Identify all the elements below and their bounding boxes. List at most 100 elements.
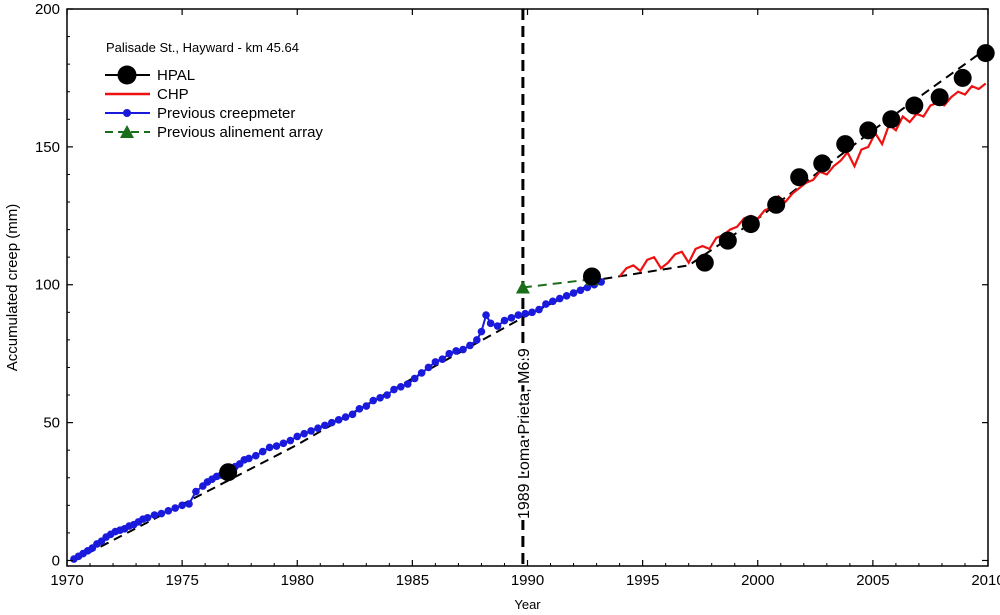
creepmeter-point [562,291,571,300]
x-axis-title: Year [514,597,541,612]
hpal-point [582,267,601,286]
creepmeter-point [300,429,308,438]
creepmeter-point [576,286,585,295]
creepmeter-point [424,363,433,372]
creepmeter-point [286,436,295,445]
legend-item-hpal: HPAL [105,65,195,85]
x-tick-label: 1990 [511,572,544,589]
hpal-point [219,463,238,482]
x-tick-label: 1970 [50,572,83,589]
creepmeter-point [438,355,447,363]
plot-area [70,9,995,566]
legend-label: CHP [157,86,189,103]
creepmeter-point [403,380,412,388]
legend-swatch-marker [120,125,134,138]
creepmeter-point [265,443,274,452]
creepmeter-point [279,439,288,448]
creepmeter-point [362,402,371,410]
creepmeter-point [150,511,159,519]
creepmeter-point [569,289,578,297]
creepmeter-point [321,421,329,430]
creepmeter-point [252,451,260,460]
creepmeter-point [555,294,564,303]
creepmeter-point [542,300,550,308]
creepmeter-point [369,396,378,405]
x-tick-label: 1980 [281,572,314,589]
creepmeter-point [459,345,467,354]
creepmeter-point [157,509,166,518]
creepmeter-point [307,427,315,435]
hpal-point [905,96,924,115]
creepmeter-point [164,507,173,515]
y-axis-title: Accumulated creep (mm) [4,204,21,372]
x-tick-label: 1975 [165,572,198,589]
creepmeter-point [355,405,364,413]
x-tick-label: 1985 [396,572,429,589]
hpal-point [859,121,878,140]
hpal-point [953,68,972,87]
creepmeter-point [507,314,516,322]
creepmeter-point [452,347,460,355]
hpal-point [741,215,760,234]
legend-label: Previous creepmeter [157,105,295,122]
creepmeter-point [390,385,398,394]
creepmeter-point [192,487,200,496]
creepmeter-point [334,416,343,424]
legend-swatch-marker [123,109,131,117]
hpal-point [767,195,786,214]
legend-item-chp: CHP [105,86,189,103]
creepmeter-point [327,418,336,427]
hpal-point [813,154,832,173]
x-tick-label: 2000 [741,572,774,589]
legend-swatch-marker [117,65,137,85]
creepmeter-point [583,283,592,292]
alinement-array-point [515,280,530,294]
creepmeter-point [445,349,454,358]
creepmeter-point [528,308,536,317]
y-tick-label: 50 [43,415,60,432]
creepmeter-point [293,432,302,441]
series-line-alinement-array [522,278,593,289]
creepmeter-point [486,319,495,328]
creepmeter-point [473,336,481,344]
creepmeter-point [482,311,490,319]
creepmeter-point [383,391,391,399]
hpal-point [695,253,714,272]
creepmeter-point [431,358,440,366]
y-tick-label: 100 [35,277,60,294]
creepmeter-point [171,504,180,512]
creepmeter-point [185,500,193,508]
event-label: 1989 Loma Prieta, M6.9 [516,348,533,519]
creepmeter-point [341,413,350,421]
legend-subtitle: Palisade St., Hayward - km 45.64 [106,40,299,55]
y-tick-label: 0 [52,552,60,569]
hpal-point [882,110,901,129]
creepmeter-point [314,424,322,432]
creepmeter-point [549,297,557,306]
legend-label: Previous alinement array [157,124,323,141]
legend-item-previous-alinement-array: Previous alinement array [105,124,323,141]
creepmeter-point [417,369,426,377]
creepmeter-point [477,327,486,336]
legend-item-previous-creepmeter: Previous creepmeter [105,105,295,122]
creepmeter-point [466,341,474,350]
legend-label: HPAL [157,67,195,84]
hpal-point [836,135,855,154]
creepmeter-point [178,501,186,510]
creepmeter-point [245,454,253,463]
creepmeter-point [500,316,509,325]
creepmeter-point [493,322,502,330]
x-tick-label: 1995 [626,572,659,589]
creepmeter-point [397,382,405,391]
x-tick-label: 2005 [856,572,889,589]
creepmeter-point [376,393,384,402]
creepmeter-point [348,410,357,419]
y-tick-label: 200 [35,1,60,18]
creepmeter-point [272,442,281,450]
creepmeter-point [258,447,267,456]
legend: Palisade St., Hayward - km 45.64 HPAL CHP P… [105,40,323,141]
creepmeter-point [521,309,529,318]
